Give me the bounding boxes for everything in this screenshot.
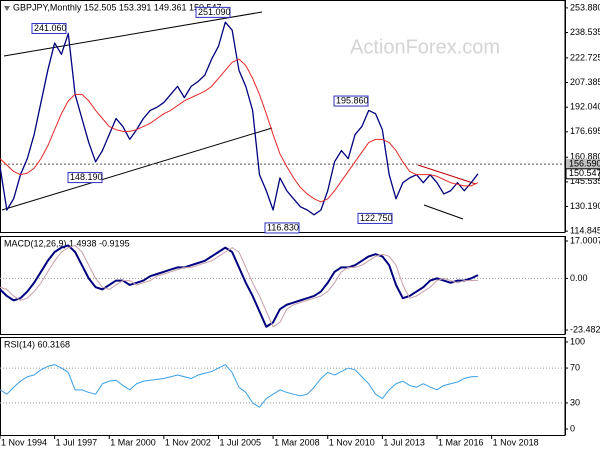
x-tick-label: 1 Mar 2016 bbox=[438, 437, 484, 447]
annotation-box bbox=[67, 172, 103, 184]
annotation-label: 251.090 bbox=[198, 7, 231, 17]
annotation-label: 122.750 bbox=[360, 213, 393, 223]
y-tick-label: 130.190 bbox=[570, 201, 600, 211]
x-tick-label: 1 Mar 2008 bbox=[274, 437, 320, 447]
annotation-label: 195.860 bbox=[336, 95, 369, 105]
symbol-icon bbox=[4, 6, 10, 11]
annotation-box bbox=[264, 222, 300, 234]
x-tick-label: 1 Nov 2010 bbox=[329, 437, 375, 447]
panel-label: MACD(12,26,9) 1.4938 -0.9195 bbox=[4, 238, 130, 248]
annotation-label: 241.060 bbox=[34, 23, 67, 33]
last-price-box bbox=[565, 168, 600, 180]
x-tick-label: 1 Nov 2002 bbox=[165, 437, 211, 447]
annotation-box bbox=[31, 22, 67, 34]
y-tick-label: 0.00 bbox=[570, 273, 588, 283]
y-tick-label: 160.880 bbox=[570, 152, 600, 162]
y-tick-label: 100 bbox=[570, 336, 585, 346]
level-label: 156.590 bbox=[569, 158, 600, 168]
annotation-box bbox=[357, 212, 393, 224]
watermark: ActionForex.com bbox=[350, 36, 500, 58]
series-line bbox=[0, 244, 478, 328]
y-tick-label: 145.535 bbox=[570, 176, 600, 186]
panel-label: RSI(14) 60.3168 bbox=[4, 339, 70, 349]
y-tick-label: 176.695 bbox=[570, 126, 600, 136]
x-tick-label: 1 Nov 2018 bbox=[493, 437, 539, 447]
y-tick-label: 70 bbox=[570, 362, 580, 372]
y-tick-label: 30 bbox=[570, 397, 580, 407]
annotation-label: 116.830 bbox=[267, 222, 299, 232]
series-line bbox=[0, 244, 479, 328]
x-tick-label: 1 Jul 1997 bbox=[56, 437, 98, 447]
x-tick-label: 1 Jul 2013 bbox=[383, 437, 425, 447]
y-tick-label: 253.880 bbox=[570, 2, 600, 12]
y-tick-label: -23.4823 bbox=[570, 324, 600, 334]
annotation-box bbox=[195, 6, 231, 18]
y-tick-label: 207.385 bbox=[570, 77, 600, 87]
level-box bbox=[566, 159, 600, 170]
chart-title: GBPJPY,Monthly 152.505 153.391 149.361 1… bbox=[13, 2, 222, 12]
trend-line bbox=[417, 164, 477, 185]
trend-line bbox=[3, 11, 263, 57]
trend-line bbox=[1, 127, 273, 211]
x-tick-label: 1 Mar 2000 bbox=[110, 437, 156, 447]
annotation-label: 148.190 bbox=[70, 172, 103, 182]
series-line bbox=[0, 58, 479, 203]
x-tick-label: 1 Jul 2005 bbox=[219, 437, 261, 447]
y-tick-label: 222.725 bbox=[570, 52, 600, 62]
last-price-label: 150.547 bbox=[569, 168, 600, 178]
x-tick-label: 1 Nov 1994 bbox=[1, 437, 47, 447]
y-tick-label: 17.0007 bbox=[570, 235, 600, 245]
y-tick-label: 192.040 bbox=[570, 102, 600, 112]
y-tick-label: 0 bbox=[570, 423, 575, 433]
series-line bbox=[0, 364, 478, 408]
y-tick-label: 114.845 bbox=[570, 225, 600, 235]
y-tick-label: 238.535 bbox=[570, 27, 600, 37]
annotation-box bbox=[333, 95, 369, 107]
series-line bbox=[0, 21, 479, 216]
trend-lines bbox=[1, 11, 477, 220]
trend-line bbox=[423, 204, 464, 220]
